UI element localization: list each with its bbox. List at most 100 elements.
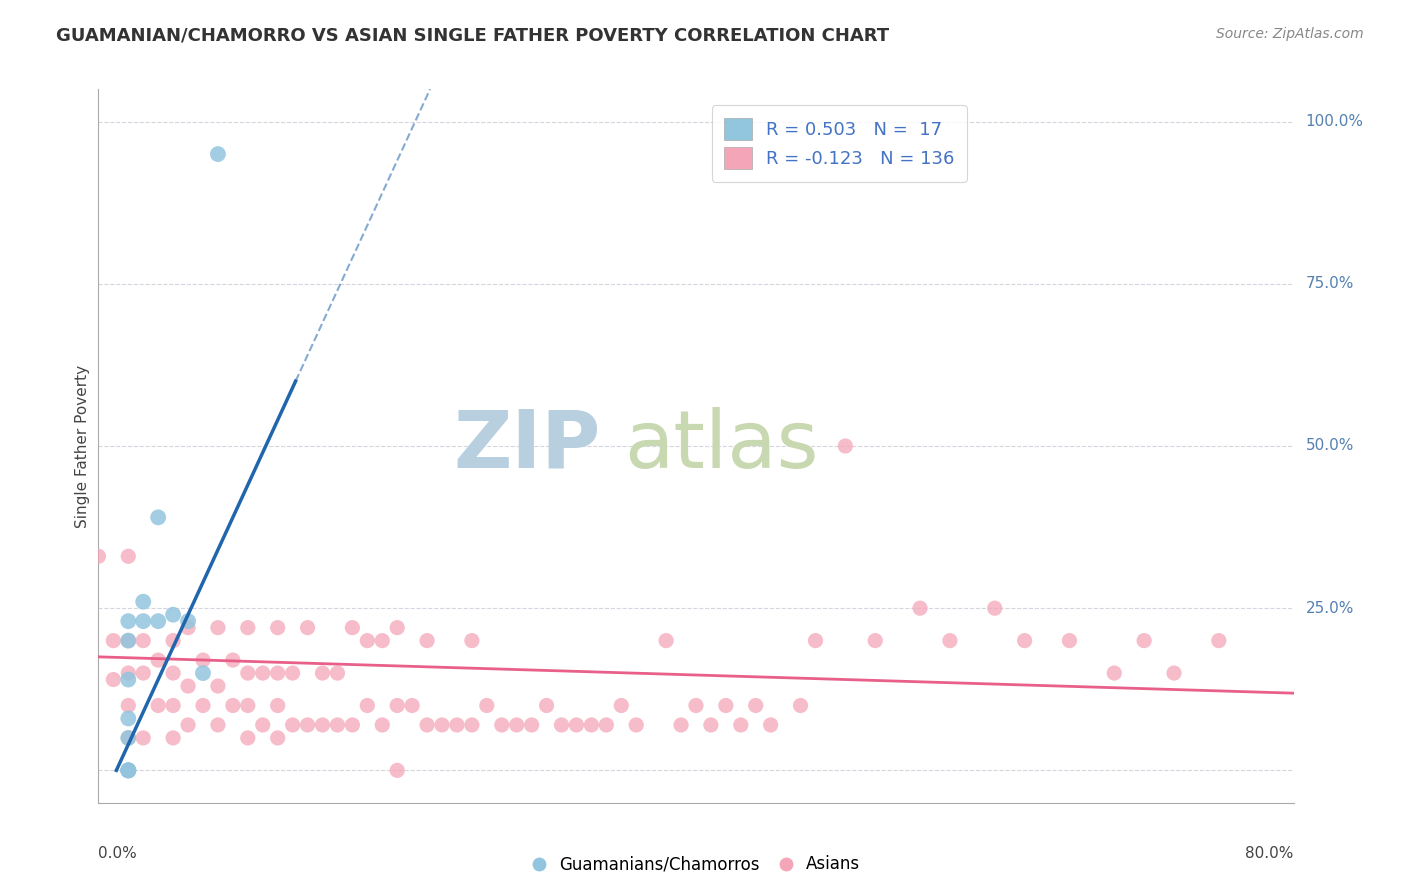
Point	[416, 633, 439, 648]
Point	[236, 621, 259, 635]
Point	[1163, 666, 1185, 681]
Y-axis label: Single Father Poverty: Single Father Poverty	[75, 365, 90, 527]
Point	[162, 698, 184, 713]
Point	[506, 718, 529, 732]
Point	[132, 614, 155, 628]
Point	[610, 698, 633, 713]
Point	[177, 614, 200, 628]
Point	[581, 718, 603, 732]
Point	[267, 731, 290, 745]
Point	[804, 633, 827, 648]
Point	[356, 698, 378, 713]
Point	[385, 621, 409, 635]
Point	[117, 673, 139, 687]
Text: GUAMANIAN/CHAMORRO VS ASIAN SINGLE FATHER POVERTY CORRELATION CHART: GUAMANIAN/CHAMORRO VS ASIAN SINGLE FATHE…	[56, 27, 890, 45]
Point	[117, 549, 139, 564]
Point	[222, 653, 245, 667]
Point	[714, 698, 737, 713]
Point	[191, 698, 214, 713]
Point	[236, 698, 259, 713]
Point	[117, 764, 139, 778]
Point	[475, 698, 498, 713]
Point	[117, 764, 139, 778]
Text: atlas: atlas	[624, 407, 818, 485]
Point	[117, 666, 139, 681]
Point	[326, 718, 349, 732]
Point	[685, 698, 707, 713]
Text: 50.0%: 50.0%	[1305, 439, 1354, 453]
Point	[669, 718, 692, 732]
Point	[148, 614, 170, 628]
Point	[536, 698, 558, 713]
Point	[356, 633, 378, 648]
Point	[1014, 633, 1036, 648]
Point	[191, 666, 214, 681]
Point	[236, 731, 259, 745]
Point	[117, 633, 139, 648]
Point	[207, 621, 229, 635]
Point	[311, 718, 333, 732]
Text: 75.0%: 75.0%	[1305, 277, 1354, 292]
Point	[87, 549, 110, 564]
Point	[834, 439, 856, 453]
Point	[162, 666, 184, 681]
Point	[162, 607, 184, 622]
Point	[297, 621, 319, 635]
Point	[461, 633, 484, 648]
Point	[730, 718, 752, 732]
Point	[461, 718, 484, 732]
Point	[177, 718, 200, 732]
Point	[595, 718, 617, 732]
Point	[446, 718, 468, 732]
Point	[371, 718, 394, 732]
Point	[311, 666, 333, 681]
Point	[1133, 633, 1156, 648]
Point	[789, 698, 811, 713]
Point	[117, 764, 139, 778]
Point	[326, 666, 349, 681]
Point	[401, 698, 423, 713]
Point	[117, 698, 139, 713]
Point	[132, 633, 155, 648]
Point	[281, 666, 304, 681]
Point	[207, 718, 229, 732]
Point	[430, 718, 453, 732]
Point	[117, 711, 139, 725]
Point	[132, 731, 155, 745]
Point	[148, 510, 170, 524]
Point	[342, 621, 364, 635]
Point	[491, 718, 513, 732]
Point	[297, 718, 319, 732]
Point	[103, 633, 125, 648]
Point	[117, 731, 139, 745]
Point	[148, 653, 170, 667]
Point	[416, 718, 439, 732]
Point	[759, 718, 782, 732]
Point	[207, 679, 229, 693]
Legend: Guamanians/Chamorros, Asians: Guamanians/Chamorros, Asians	[526, 849, 866, 880]
Point	[103, 673, 125, 687]
Point	[1059, 633, 1081, 648]
Point	[565, 718, 588, 732]
Point	[550, 718, 572, 732]
Point	[865, 633, 887, 648]
Point	[207, 147, 229, 161]
Point	[281, 718, 304, 732]
Point	[117, 731, 139, 745]
Text: ZIP: ZIP	[453, 407, 600, 485]
Point	[132, 666, 155, 681]
Point	[252, 666, 274, 681]
Point	[655, 633, 678, 648]
Point	[371, 633, 394, 648]
Point	[983, 601, 1005, 615]
Point	[117, 614, 139, 628]
Point	[267, 621, 290, 635]
Text: 0.0%: 0.0%	[98, 846, 138, 861]
Point	[117, 633, 139, 648]
Point	[162, 633, 184, 648]
Point	[700, 718, 723, 732]
Text: 80.0%: 80.0%	[1246, 846, 1294, 861]
Point	[624, 718, 647, 732]
Point	[117, 764, 139, 778]
Point	[1208, 633, 1230, 648]
